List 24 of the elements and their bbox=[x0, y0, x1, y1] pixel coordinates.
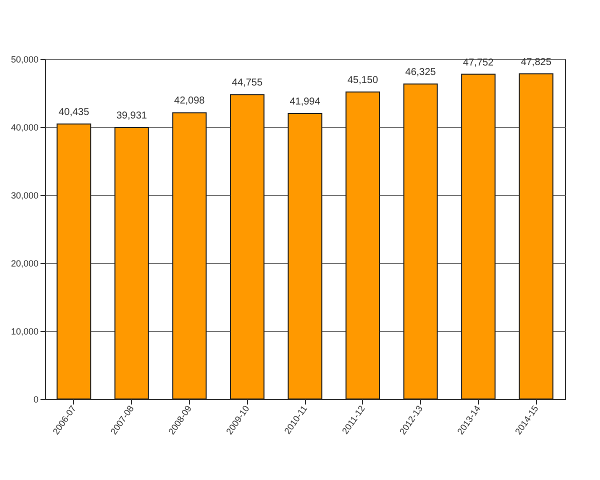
y-tick-label: 30,000 bbox=[10, 190, 38, 200]
data-label: 41,994 bbox=[290, 96, 321, 108]
bar bbox=[403, 83, 438, 400]
data-label: 46,325 bbox=[405, 66, 436, 78]
bar bbox=[346, 91, 380, 400]
y-tick-label: 10,000 bbox=[10, 326, 38, 336]
data-label: 42,098 bbox=[174, 96, 206, 107]
bar bbox=[56, 124, 92, 400]
data-label: 40,435 bbox=[58, 107, 90, 118]
y-tick-label: 40,000 bbox=[10, 122, 38, 132]
bar bbox=[172, 112, 207, 400]
bar bbox=[461, 74, 496, 400]
data-label: 39,931 bbox=[116, 110, 148, 122]
y-tick-label: 20,000 bbox=[10, 258, 38, 268]
bar bbox=[114, 126, 149, 400]
bar bbox=[288, 112, 322, 400]
data-label: 45,150 bbox=[347, 74, 379, 86]
bar bbox=[230, 94, 264, 400]
data-label: 44,755 bbox=[232, 78, 263, 89]
data-label: 47,752 bbox=[463, 57, 494, 68]
bar bbox=[518, 73, 554, 400]
y-tick-label: 50,000 bbox=[10, 54, 38, 64]
data-label: 47,825 bbox=[520, 56, 552, 68]
y-tick-label: 0 bbox=[33, 394, 38, 404]
